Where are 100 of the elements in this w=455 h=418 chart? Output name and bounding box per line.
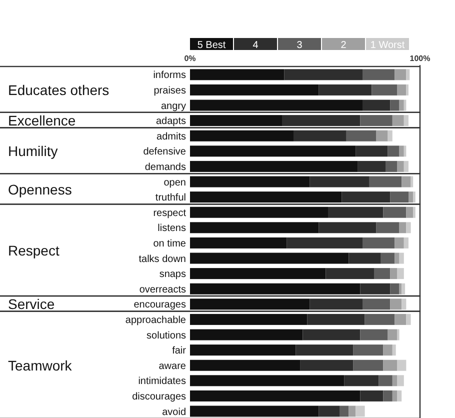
bar	[286, 237, 362, 248]
bar	[378, 375, 392, 386]
bar	[404, 160, 408, 172]
y-tick-label: respect	[153, 208, 186, 219]
bar	[190, 314, 308, 325]
bar	[190, 206, 328, 218]
bar	[190, 100, 362, 111]
bar	[390, 298, 402, 310]
bar	[360, 283, 390, 294]
bar	[397, 160, 404, 172]
text: Openness	[8, 181, 72, 198]
bar	[353, 344, 384, 356]
bar	[404, 237, 408, 248]
bar	[318, 84, 372, 96]
bar	[388, 329, 397, 340]
y-tick-label: admits	[156, 131, 186, 142]
bar	[190, 344, 296, 356]
bar	[190, 390, 360, 402]
x-tick-label: 0%	[184, 54, 196, 63]
bar	[318, 406, 340, 417]
bar	[190, 222, 319, 234]
bar	[390, 100, 400, 111]
bar	[310, 176, 370, 188]
bar	[392, 115, 404, 126]
bar	[406, 69, 410, 80]
bar	[318, 222, 376, 234]
y-tick-label: open	[164, 177, 186, 188]
bar	[402, 298, 406, 310]
bar	[342, 192, 390, 203]
bar	[190, 176, 310, 188]
bar	[374, 268, 390, 280]
bar	[372, 84, 397, 96]
bar	[356, 406, 365, 417]
bar	[358, 160, 386, 172]
bar	[399, 146, 404, 157]
bar	[302, 329, 360, 340]
bar	[190, 160, 358, 172]
bar	[328, 206, 384, 218]
y-tick-label: defensive	[143, 146, 186, 158]
bar	[394, 252, 400, 264]
text: Service	[8, 296, 55, 312]
bar	[394, 69, 406, 80]
bar	[388, 146, 400, 157]
bar	[307, 314, 365, 325]
bar	[294, 130, 346, 142]
y-tick-label: encourages	[134, 300, 186, 311]
bar	[348, 252, 381, 264]
bar	[362, 237, 395, 248]
y-tick-label: intimidates	[138, 376, 186, 388]
bar	[346, 130, 376, 142]
bar	[190, 375, 344, 386]
bar	[399, 252, 404, 264]
legend-label: 2	[340, 40, 347, 51]
bar	[190, 406, 319, 417]
bar	[356, 146, 388, 157]
bar	[300, 360, 354, 371]
bar	[362, 298, 390, 310]
bar	[406, 222, 411, 234]
bar	[362, 69, 395, 80]
bar	[383, 390, 392, 402]
bar	[390, 192, 408, 203]
y-tick-label: overreacts	[139, 284, 186, 296]
y-tick-label: discourages	[132, 391, 186, 402]
bar	[397, 84, 406, 96]
bar	[344, 375, 379, 386]
y-tick-label: solutions	[146, 330, 186, 342]
text: Excellence	[8, 112, 76, 129]
bar	[190, 283, 360, 294]
bar	[369, 176, 402, 188]
bar	[380, 252, 395, 264]
y-tick-label: adapts	[156, 116, 186, 128]
y-tick-label: demands	[144, 162, 186, 173]
text: Humility	[8, 143, 58, 160]
y-tick-label: angry	[160, 100, 186, 112]
text: Educates others	[8, 82, 110, 98]
bar	[408, 192, 414, 203]
y-tick-label: aware	[158, 360, 186, 372]
y-tick-label: truthful	[155, 192, 186, 204]
bar	[383, 360, 397, 371]
bar	[376, 222, 400, 234]
bar	[392, 344, 396, 356]
bar	[340, 406, 349, 417]
bar	[383, 344, 392, 356]
bar	[392, 375, 397, 386]
text: Teamwork	[8, 357, 73, 374]
bar	[397, 360, 406, 371]
bar	[190, 298, 310, 310]
bar	[397, 268, 404, 280]
bar	[190, 329, 303, 340]
bar	[364, 314, 395, 325]
bar	[284, 69, 362, 80]
y-tick-label: informs	[153, 70, 186, 82]
bar	[190, 130, 294, 142]
y-tick-label: praises	[154, 85, 186, 96]
bar	[390, 268, 397, 280]
bar	[376, 130, 388, 142]
bar	[282, 115, 360, 126]
bar	[190, 192, 342, 203]
bar	[360, 115, 392, 126]
bar	[386, 160, 397, 172]
